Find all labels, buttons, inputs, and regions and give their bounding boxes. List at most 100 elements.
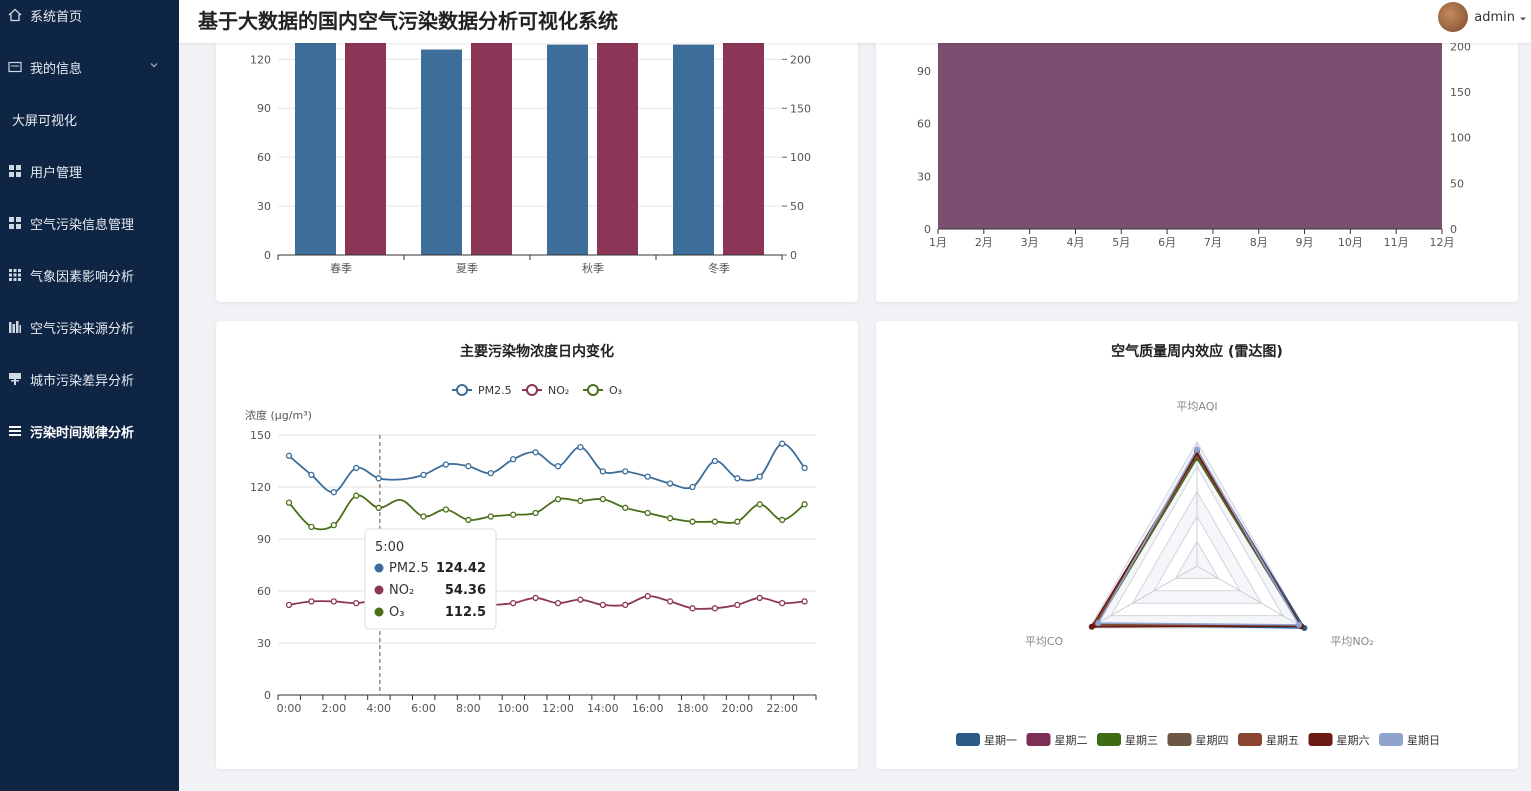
data-point-o3 [285, 499, 293, 506]
y-left-tick-label: 60 [917, 118, 931, 131]
y-right-tick-label: 200 [1450, 40, 1471, 53]
username[interactable]: admin [1474, 9, 1515, 25]
data-point-pm25 [622, 468, 629, 475]
legend-label: 星期六 [1337, 734, 1370, 747]
data-point-o3 [330, 521, 337, 529]
data-point-pm25 [285, 452, 293, 459]
x-tick-label: 6月 [1158, 236, 1176, 249]
radar-indicator-label: 平均CO [1025, 635, 1064, 648]
legend-swatch [1097, 733, 1121, 746]
sidebar-item-my-info[interactable]: 我的信息 [0, 47, 179, 87]
data-point-pm25 [779, 440, 786, 447]
tooltip-series-value: 54.36 [445, 583, 486, 598]
weekly-radar-card: 空气质量周内效应 (雷达图) 平均AQI 平均CO 平均NO₂ 星期一 星期二 星期三 星期四… [876, 321, 1518, 769]
x-tick-label: 16:00 [632, 702, 664, 715]
data-point-o3 [308, 523, 315, 531]
sidebar-item-label: 我的信息 [30, 61, 83, 77]
page-title: 基于大数据的国内空气污染数据分析可视化系统 [198, 9, 618, 33]
user-menu[interactable]: admin [1438, 2, 1527, 32]
tooltip-marker [374, 607, 384, 617]
x-tick-label: 9月 [1296, 236, 1314, 249]
apps-icon [8, 268, 22, 282]
data-point-pm25 [510, 456, 517, 463]
bar-right-series [597, 43, 638, 255]
bar-left-series [673, 44, 714, 255]
diurnal-line-chart: 主要污染物浓度日内变化 PM2.5 NO₂ O₃ 浓度 (μg/m³) 0 30 60 90 12… [245, 343, 817, 715]
tooltip-marker [374, 585, 384, 595]
data-point-o3 [666, 515, 674, 522]
y-right-tick-label: 100 [1450, 132, 1471, 145]
x-tick-label: 夏季 [456, 262, 478, 275]
data-point-pm25 [666, 480, 674, 487]
y-right-tick-label: 150 [790, 102, 811, 115]
legend-swatch [1379, 733, 1403, 746]
x-tick-label: 0:00 [277, 702, 302, 715]
y-right-tick-label: 200 [790, 53, 811, 66]
data-point-no2 [689, 605, 696, 612]
data-point-pm25 [487, 469, 494, 477]
y-right-tick-label: 150 [1450, 86, 1471, 99]
data-point-pm25 [375, 475, 382, 482]
legend-marker [587, 384, 599, 396]
x-tick-label: 11月 [1384, 236, 1409, 249]
weekly-radar-chart: 空气质量周内效应 (雷达图) 平均AQI 平均CO 平均NO₂ 星期一 星期二 星期三 星期四… [956, 343, 1440, 747]
sidebar-item-time-analysis[interactable]: 污染时间规律分析 [0, 411, 179, 451]
y-right-tick-label: 50 [1450, 177, 1464, 190]
data-point-no2 [801, 598, 808, 605]
x-tick-label: 8:00 [456, 702, 481, 715]
x-tick-label: 春季 [330, 262, 352, 275]
data-point-no2 [510, 599, 517, 607]
x-tick-label: 18:00 [677, 702, 709, 715]
sidebar-item-users[interactable]: 用户管理 [0, 151, 179, 191]
x-tick-label: 秋季 [582, 261, 604, 275]
data-point-o3 [801, 501, 808, 508]
y-tick-label: 30 [257, 637, 271, 650]
legend-label: 星期二 [1055, 734, 1088, 747]
sidebar-item-label: 空气污染来源分析 [30, 321, 135, 337]
legend-label: 星期四 [1196, 734, 1229, 747]
legend-swatch [1238, 733, 1262, 746]
legend-marker [456, 384, 468, 396]
x-tick-label: 7月 [1204, 236, 1222, 249]
data-point-pm25 [734, 475, 741, 482]
y-axis-label: 浓度 (μg/m³) [245, 408, 312, 422]
sidebar-item-source-analysis[interactable]: 空气污染来源分析 [0, 307, 179, 347]
season-bar-chart: 0 30 60 90 120 0 50 100 150 200 春季 夏季 秋季 冬季 [250, 43, 811, 275]
sidebar-item-big-screen[interactable]: 大屏可视化 [0, 99, 179, 139]
area-fill [938, 43, 1442, 229]
data-point-no2 [330, 598, 337, 605]
radar-axis [1089, 565, 1198, 629]
legend-marker [526, 384, 538, 396]
chart-title: 主要污染物浓度日内变化 [460, 343, 614, 360]
data-point-pm25 [689, 483, 696, 491]
list-icon [8, 424, 22, 438]
data-point-pm25 [801, 464, 808, 472]
y-left-tick-label: 0 [924, 223, 931, 236]
x-tick-label: 6:00 [411, 702, 436, 715]
y-right-tick-label: 100 [790, 151, 811, 164]
sidebar-item-pollution-info[interactable]: 空气污染信息管理 [0, 203, 179, 243]
sidebar-item-weather-analysis[interactable]: 气象因素影响分析 [0, 255, 179, 295]
x-tick-label: 1月 [929, 236, 947, 249]
bar-right-series [471, 43, 512, 255]
data-point-no2 [532, 594, 539, 602]
tooltip-marker [374, 563, 384, 573]
y-left-tick-label: 0 [264, 249, 271, 262]
radar-point [1296, 621, 1303, 628]
y-right-tick-label: 50 [790, 200, 804, 213]
avatar[interactable] [1438, 2, 1469, 32]
tooltip-series-value: 112.5 [445, 605, 486, 620]
sidebar-item-home[interactable]: 系统首页 [0, 0, 179, 35]
radar-point [1088, 623, 1095, 630]
sidebar-item-label: 空气污染信息管理 [30, 217, 135, 233]
sidebar-item-city-analysis[interactable]: 城市污染差异分析 [0, 359, 179, 399]
data-point-no2 [577, 596, 584, 603]
y-right-tick-label: 0 [790, 249, 797, 262]
legend-label: O₃ [609, 384, 622, 397]
x-tick-label: 2:00 [321, 702, 346, 715]
data-point-no2 [711, 605, 719, 612]
legend-label: NO₂ [548, 384, 569, 397]
legend-label: 星期三 [1125, 734, 1158, 747]
x-tick-label: 5月 [1112, 236, 1130, 249]
tooltip-series-name: NO₂ [389, 583, 414, 598]
